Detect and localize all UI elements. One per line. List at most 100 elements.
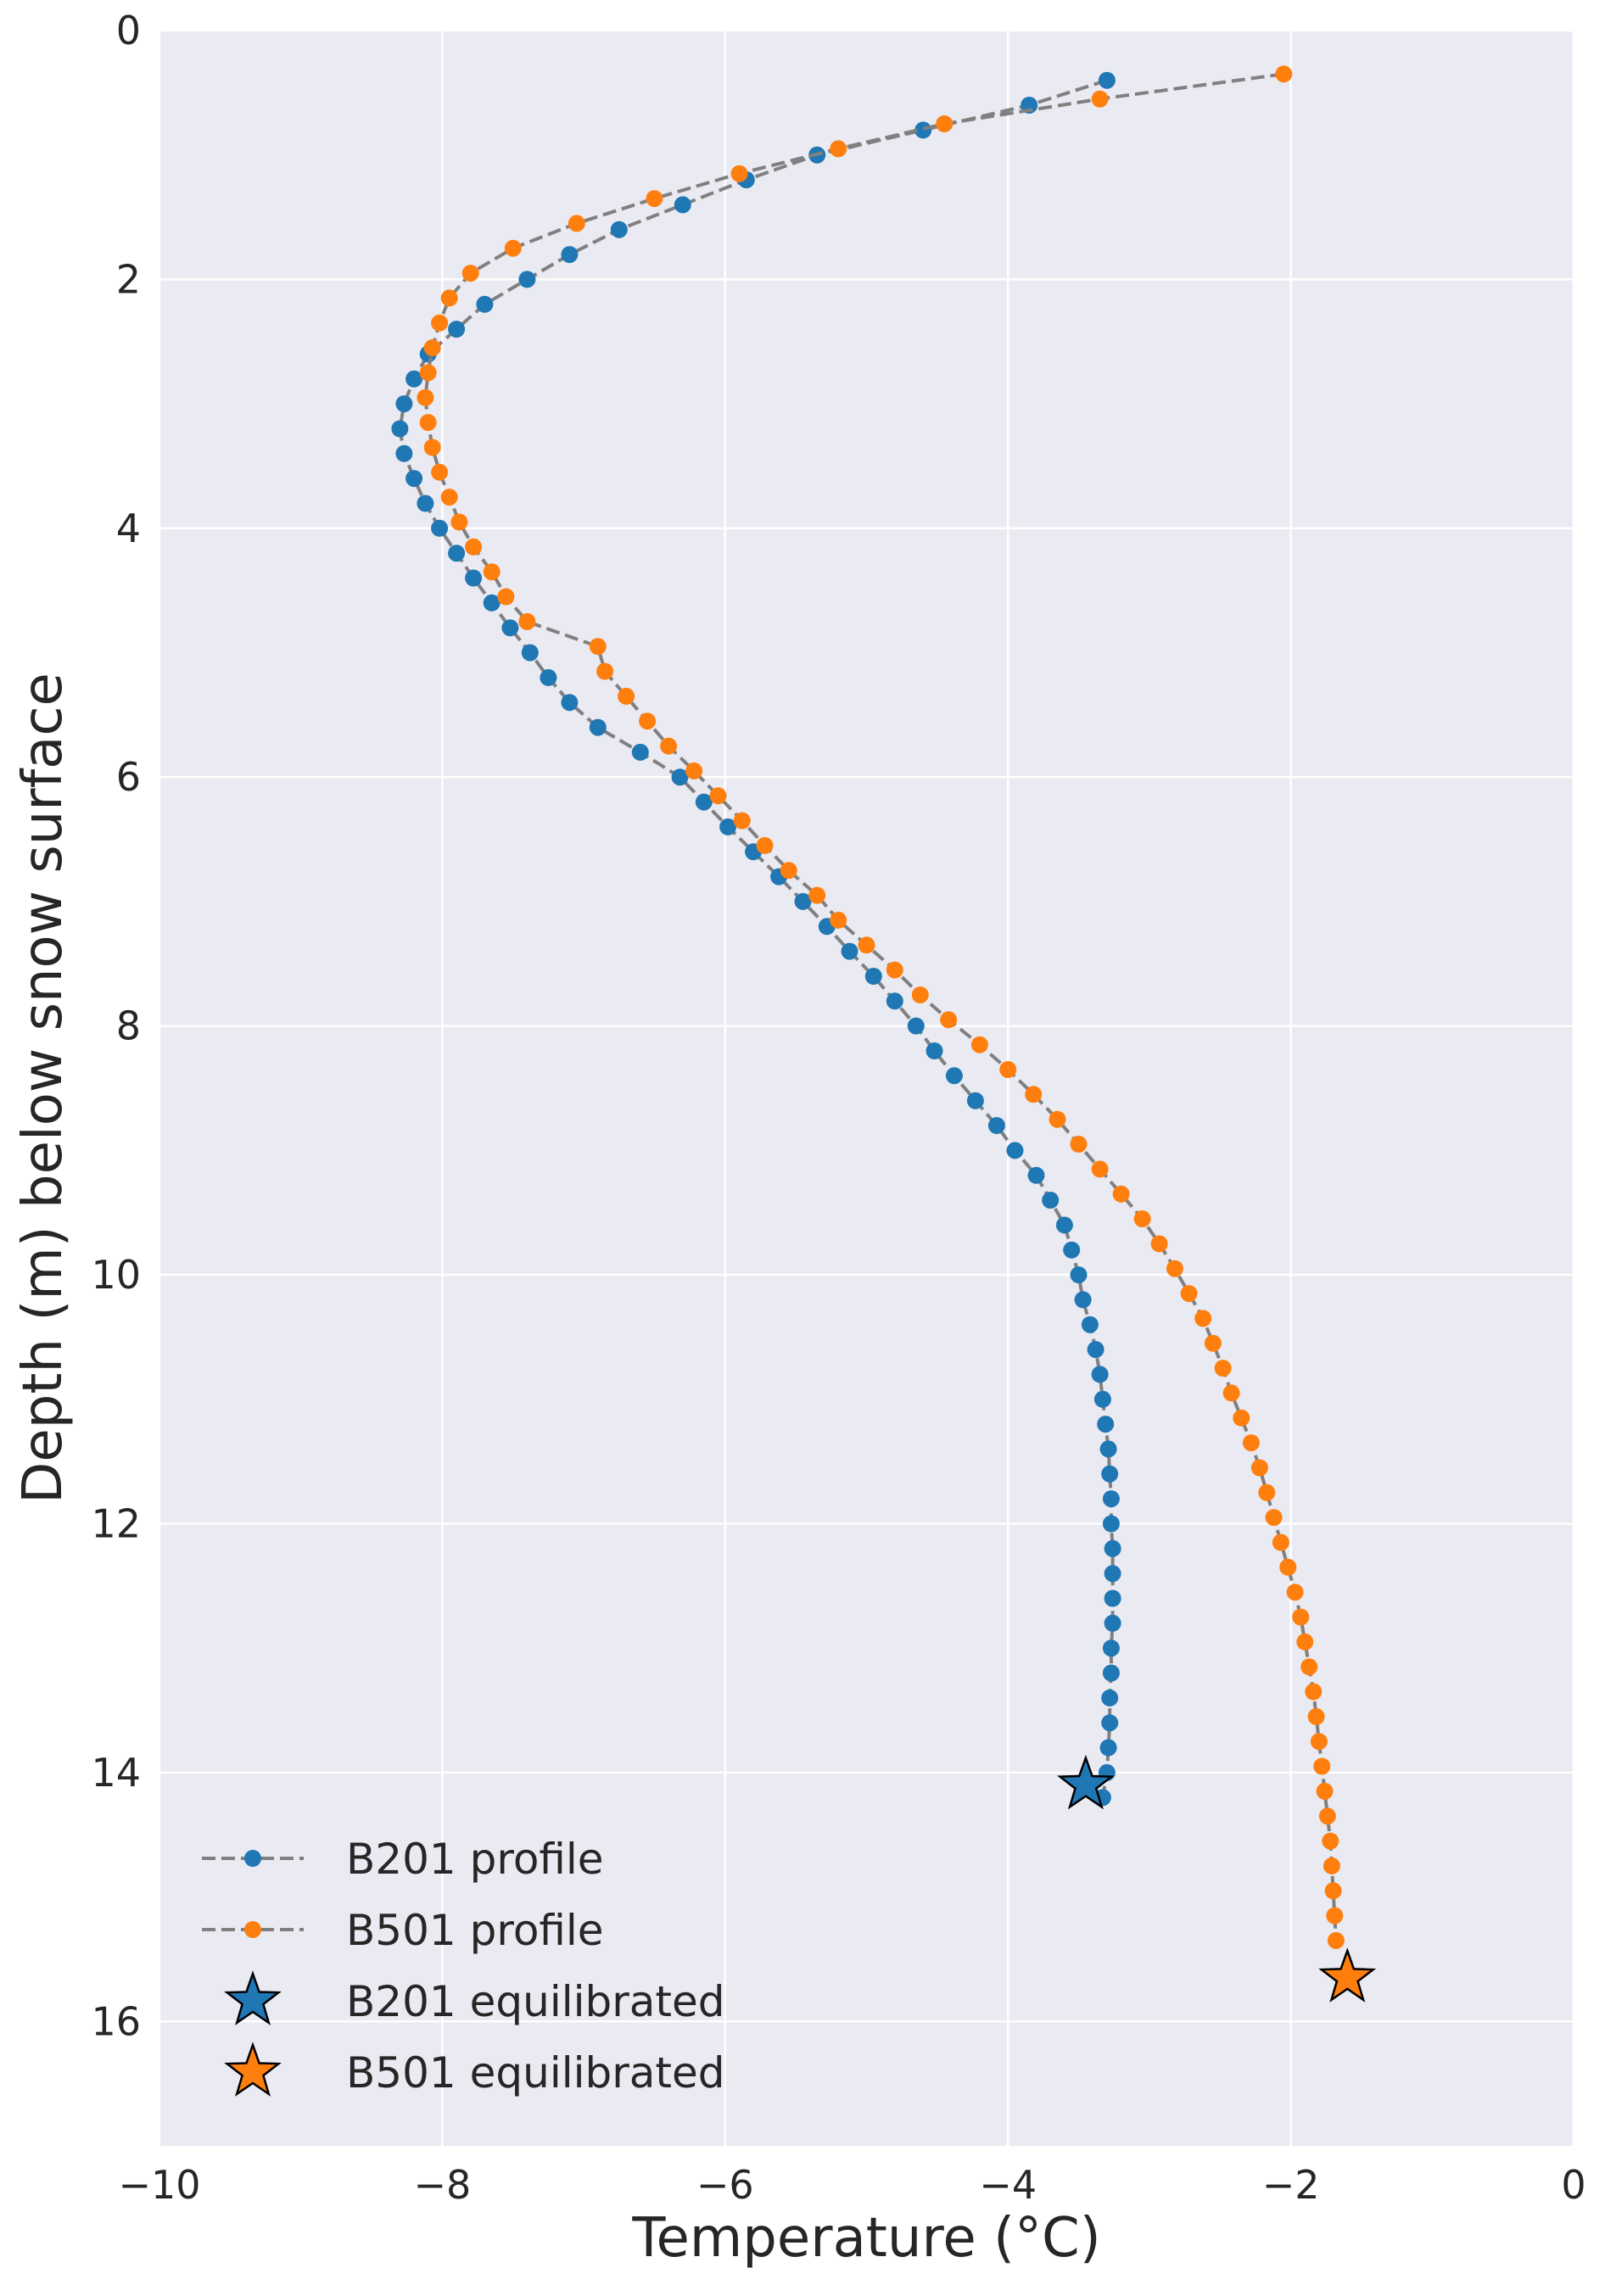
x-tick-label: −4 bbox=[979, 2162, 1037, 2208]
data-point bbox=[1286, 1584, 1304, 1601]
data-point bbox=[671, 768, 689, 786]
data-point bbox=[596, 662, 614, 680]
data-point bbox=[1104, 1565, 1121, 1583]
data-point bbox=[911, 986, 929, 1003]
data-point bbox=[504, 239, 522, 257]
equilibrated-star bbox=[1056, 1754, 1115, 1810]
data-point bbox=[631, 743, 649, 761]
y-tick-label: 6 bbox=[116, 754, 141, 800]
data-point bbox=[431, 314, 449, 332]
data-point bbox=[423, 439, 441, 456]
series-2 bbox=[417, 65, 1345, 1949]
data-point bbox=[1166, 1260, 1183, 1277]
data-point bbox=[431, 463, 449, 481]
data-point bbox=[501, 619, 519, 637]
data-point bbox=[1049, 1110, 1066, 1128]
y-axis-label: Depth (m) below snow surface bbox=[12, 673, 75, 1504]
data-point bbox=[419, 414, 437, 432]
data-point bbox=[1091, 90, 1109, 108]
data-point bbox=[830, 911, 847, 929]
data-point bbox=[1194, 1310, 1212, 1327]
data-point bbox=[1063, 1241, 1081, 1259]
data-point bbox=[1070, 1266, 1088, 1284]
data-point bbox=[970, 1036, 988, 1053]
data-point bbox=[1307, 1707, 1325, 1725]
data-point bbox=[1027, 1166, 1045, 1184]
data-point bbox=[465, 538, 483, 556]
data-point bbox=[1055, 1216, 1073, 1234]
data-point bbox=[1292, 1608, 1310, 1626]
data-point bbox=[1101, 1689, 1119, 1707]
data-point bbox=[685, 762, 703, 779]
data-point bbox=[1222, 1384, 1240, 1402]
plot-background bbox=[159, 31, 1574, 2146]
data-point bbox=[1112, 1185, 1130, 1203]
data-point bbox=[483, 563, 501, 581]
data-point bbox=[497, 588, 515, 606]
data-point bbox=[1074, 1291, 1092, 1309]
data-point bbox=[841, 942, 858, 960]
data-point bbox=[639, 712, 657, 730]
data-point bbox=[1093, 1390, 1111, 1408]
data-point bbox=[1324, 1882, 1342, 1900]
data-point bbox=[1242, 1434, 1260, 1452]
legend-label: B201 profile bbox=[346, 1835, 604, 1884]
data-point bbox=[450, 513, 468, 531]
data-point bbox=[1025, 1086, 1043, 1103]
legend-marker bbox=[244, 1850, 261, 1867]
legend-label: B201 equilibrated bbox=[346, 1977, 725, 2026]
data-point bbox=[936, 115, 953, 132]
data-point bbox=[1091, 1160, 1109, 1178]
series-line bbox=[398, 78, 1115, 1798]
legend-marker bbox=[244, 1921, 261, 1938]
data-point bbox=[830, 140, 847, 158]
legend-label: B501 equilibrated bbox=[346, 2048, 725, 2098]
y-tick-label: 2 bbox=[116, 256, 141, 302]
data-point bbox=[461, 265, 479, 282]
data-point bbox=[1310, 1733, 1328, 1751]
data-point bbox=[1070, 1136, 1088, 1153]
x-tick-label: −2 bbox=[1262, 2162, 1320, 2208]
data-point bbox=[423, 339, 441, 357]
data-point bbox=[476, 295, 494, 313]
legend-star bbox=[224, 1970, 282, 2025]
data-point bbox=[733, 812, 751, 830]
data-point bbox=[521, 644, 539, 662]
data-point bbox=[561, 246, 579, 264]
data-point bbox=[1296, 1633, 1314, 1651]
data-point bbox=[1104, 1614, 1121, 1632]
data-point bbox=[914, 121, 932, 139]
data-point bbox=[1102, 1490, 1120, 1508]
series-line bbox=[423, 72, 1338, 1941]
data-point bbox=[1099, 1440, 1117, 1458]
x-axis-ticks: −10 −8 −6 −4 −2 0 bbox=[118, 2162, 1585, 2208]
data-point bbox=[1313, 1757, 1331, 1775]
data-point bbox=[391, 420, 409, 438]
equilibrated-markers bbox=[1056, 1754, 1377, 2003]
data-point bbox=[395, 444, 413, 462]
data-point bbox=[1102, 1640, 1120, 1657]
y-tick-label: 4 bbox=[116, 506, 141, 551]
data-point bbox=[561, 694, 579, 712]
data-point bbox=[1102, 1664, 1120, 1682]
data-point bbox=[719, 818, 737, 835]
grid bbox=[158, 29, 1575, 2146]
data-point bbox=[794, 892, 812, 910]
data-point bbox=[1265, 1509, 1283, 1527]
data-point bbox=[1104, 1589, 1121, 1607]
x-axis-label: Temperature (°C) bbox=[631, 2207, 1100, 2270]
data-point bbox=[618, 687, 635, 705]
data-point bbox=[1102, 1515, 1120, 1533]
data-point bbox=[1322, 1832, 1339, 1850]
series-layer bbox=[391, 65, 1345, 1949]
data-point bbox=[1214, 1360, 1232, 1377]
data-point bbox=[1087, 1341, 1104, 1359]
data-point bbox=[966, 1092, 984, 1109]
y-tick-label: 16 bbox=[91, 1998, 141, 2044]
data-point bbox=[1006, 1142, 1024, 1159]
data-point bbox=[987, 1117, 1005, 1134]
data-point bbox=[1316, 1782, 1334, 1800]
data-point bbox=[610, 221, 628, 238]
